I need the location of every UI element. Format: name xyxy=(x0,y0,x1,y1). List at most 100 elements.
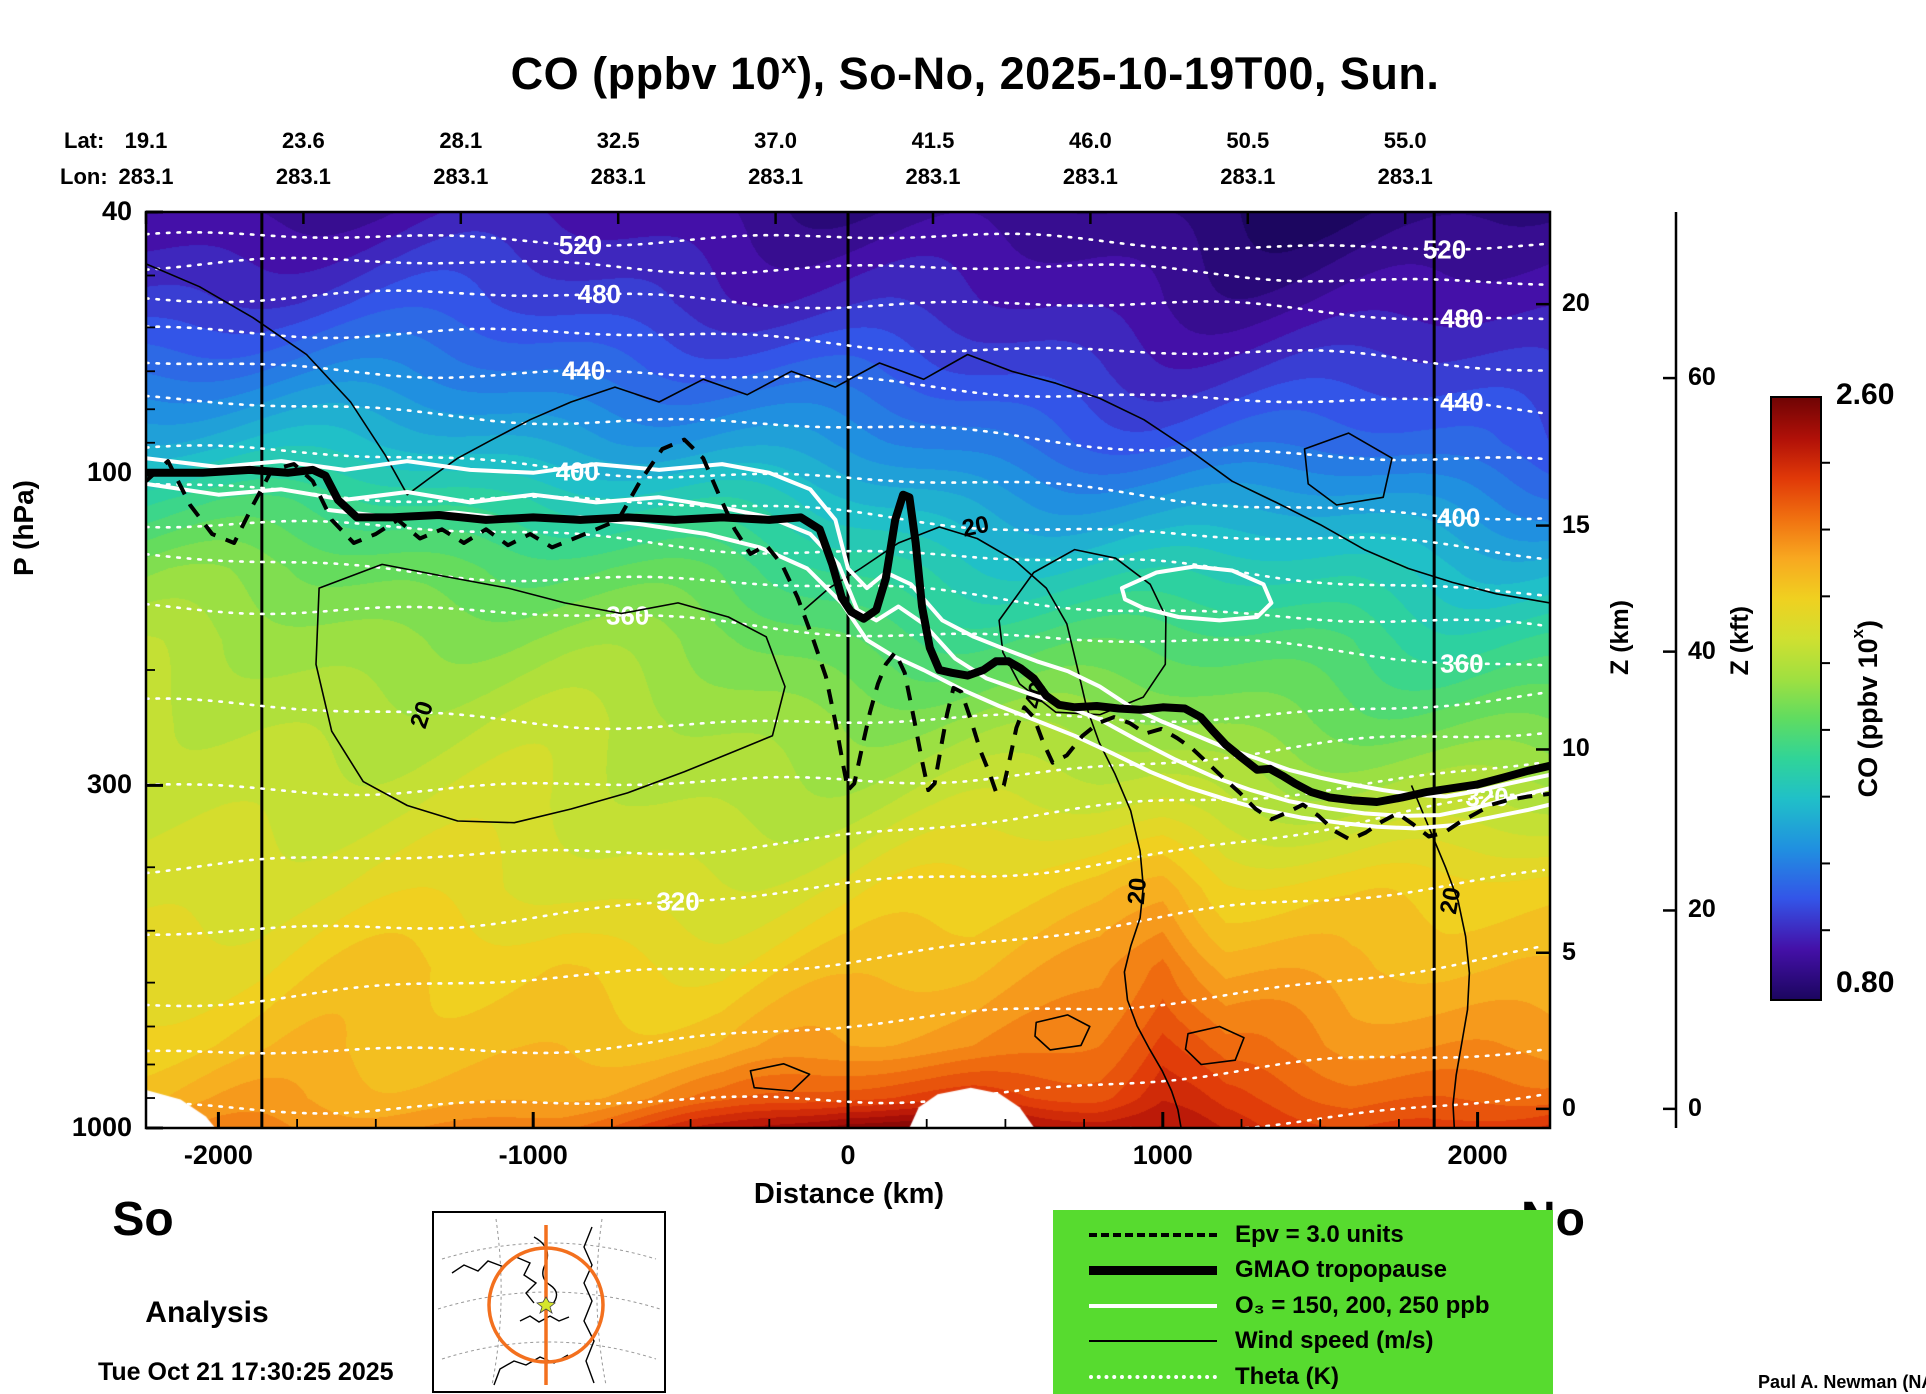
credit: Paul A. Newman (NASA xyxy=(1758,1372,1926,1392)
theta-contour xyxy=(146,868,1545,1008)
lat-value: 32.5 xyxy=(596,128,640,153)
theta-contour-label: 360 xyxy=(1440,648,1483,678)
pressure-tick-label: 300 xyxy=(86,769,132,800)
lat-value: 23.6 xyxy=(281,128,325,153)
colorbar-min-value: 0.80 xyxy=(1836,966,1895,999)
wind-speed-label: 20 xyxy=(1435,885,1466,916)
colorbar xyxy=(1770,396,1822,1001)
ozone-line-sample xyxy=(1089,1303,1217,1308)
wind-speed-contour xyxy=(315,563,786,824)
legend: Epv = 3.0 units GMAO tropopause O₃ = 150… xyxy=(1053,1210,1553,1394)
title-text: CO (ppbv 10 xyxy=(510,48,782,99)
map-inset-svg xyxy=(437,1218,661,1386)
theta-contour xyxy=(146,944,1545,1055)
colorbar-axis-label: CO (ppbv 10x) xyxy=(1848,620,1884,797)
lon-value: 283.1 xyxy=(275,164,331,189)
wind-speed-contour xyxy=(1410,785,1471,1128)
ozone-contour xyxy=(1119,564,1274,623)
wind-speed-contour xyxy=(1184,1025,1245,1066)
theta-contour xyxy=(146,1048,1545,1115)
lon-value: 283.1 xyxy=(590,164,646,189)
legend-item-theta: Theta (K) xyxy=(1053,1362,1553,1392)
colorbar-label-sup: x xyxy=(1848,629,1867,639)
lat-caption: Lat: xyxy=(64,128,105,153)
lat-value: 41.5 xyxy=(911,128,955,153)
lon-value: 283.1 xyxy=(1220,164,1276,189)
z-kft-axis-label: Z (kft) xyxy=(1726,606,1754,676)
analysis-label: Analysis xyxy=(145,1296,269,1329)
z-kft-tick-label: 20 xyxy=(1688,895,1716,924)
lon-value: 283.1 xyxy=(1062,164,1118,189)
theta-contour-label: 400 xyxy=(1437,503,1480,533)
z-km-tick-label: 20 xyxy=(1562,289,1590,318)
lon-value: 283.1 xyxy=(1377,164,1433,189)
z-km-tick-label: 15 xyxy=(1562,510,1590,539)
theta-contour-label: 440 xyxy=(1440,387,1483,417)
legend-label: Theta (K) xyxy=(1235,1362,1339,1390)
south-endpoint-label: So xyxy=(112,1193,174,1246)
theta-contour xyxy=(146,482,1545,561)
lat-value: 19.1 xyxy=(124,128,168,153)
theta-contour xyxy=(146,394,1545,462)
theta-contour-label: 480 xyxy=(578,279,621,309)
pressure-tick-label: 100 xyxy=(86,456,132,487)
legend-item-tropopause: GMAO tropopause xyxy=(1053,1255,1553,1285)
map-graticule xyxy=(437,1218,661,1386)
theta-contour xyxy=(146,732,1545,797)
theta-contour-label: 520 xyxy=(559,230,602,260)
theta-contour xyxy=(146,289,1545,321)
pressure-tick-label: 40 xyxy=(101,196,132,226)
theta-contour xyxy=(146,231,1545,251)
z-kft-tick-label: 0 xyxy=(1688,1093,1702,1122)
epv-contour xyxy=(146,437,1550,842)
lon-value: 283.1 xyxy=(905,164,961,189)
ozone-contour xyxy=(326,508,1550,831)
wind-speed-contour xyxy=(1303,432,1393,506)
wind-speed-contour xyxy=(749,1063,811,1092)
wind-speed-label: 20 xyxy=(1123,877,1152,906)
colorbar-max-value: 2.60 xyxy=(1836,378,1895,411)
theta-contour xyxy=(146,325,1545,372)
theta-contour-label: 320 xyxy=(656,887,699,917)
transect-center-star-icon xyxy=(536,1296,556,1314)
ozone-contour xyxy=(146,456,1550,799)
transect-range-circle xyxy=(487,1246,605,1364)
wind-speed-label: 40 xyxy=(1019,679,1052,712)
z-km-tick-label: 10 xyxy=(1562,734,1590,763)
lon-value: 283.1 xyxy=(118,164,174,189)
plot-frame xyxy=(144,210,1552,1130)
legend-label: Epv = 3.0 units xyxy=(1235,1220,1404,1248)
theta-contour-label: 440 xyxy=(562,355,605,385)
tropopause-line-sample xyxy=(1089,1265,1217,1275)
distance-tick-label: 2000 xyxy=(1447,1140,1508,1170)
wind-speed-label: 20 xyxy=(405,698,439,732)
wind-speed-contour xyxy=(803,526,1182,1128)
contour-layer: 320 320 360 360 400 400 440 440 480 480 520 520 20 20… xyxy=(146,212,1550,1128)
z-km-tick-label: 0 xyxy=(1562,1093,1576,1122)
theta-contour xyxy=(146,791,1545,936)
colorbar-label-text-2: ) xyxy=(1853,620,1883,629)
wind-line-sample xyxy=(1089,1340,1217,1342)
theta-contour-label: 520 xyxy=(1423,234,1466,264)
pressure-tick-label: 1000 xyxy=(71,1112,132,1142)
legend-label: Wind speed (m/s) xyxy=(1235,1327,1434,1354)
z-km-tick-label: 5 xyxy=(1562,937,1576,966)
pressure-axis-label: P (hPa) xyxy=(8,480,39,576)
theta-contour xyxy=(146,256,1545,286)
theta-contour-label: 400 xyxy=(556,456,599,486)
theta-dotted-line-sample xyxy=(1089,1374,1217,1379)
lat-value: 50.5 xyxy=(1226,128,1270,153)
lat-value: 55.0 xyxy=(1383,128,1427,153)
wind-speed-contour xyxy=(1034,1014,1091,1051)
distance-axis-label: Distance (km) xyxy=(753,1178,945,1210)
co-field-canvas xyxy=(146,212,1550,1128)
lat-value: 46.0 xyxy=(1068,128,1112,153)
map-inset xyxy=(432,1211,666,1393)
theta-contour-label: 480 xyxy=(1440,304,1483,334)
z-kft-tick-label: 40 xyxy=(1688,636,1716,665)
lon-value: 283.1 xyxy=(433,164,489,189)
distance-tick-label: -2000 xyxy=(183,1140,253,1170)
distance-tick-label: -1000 xyxy=(498,1140,568,1170)
wind-speed-contour xyxy=(146,263,1550,604)
